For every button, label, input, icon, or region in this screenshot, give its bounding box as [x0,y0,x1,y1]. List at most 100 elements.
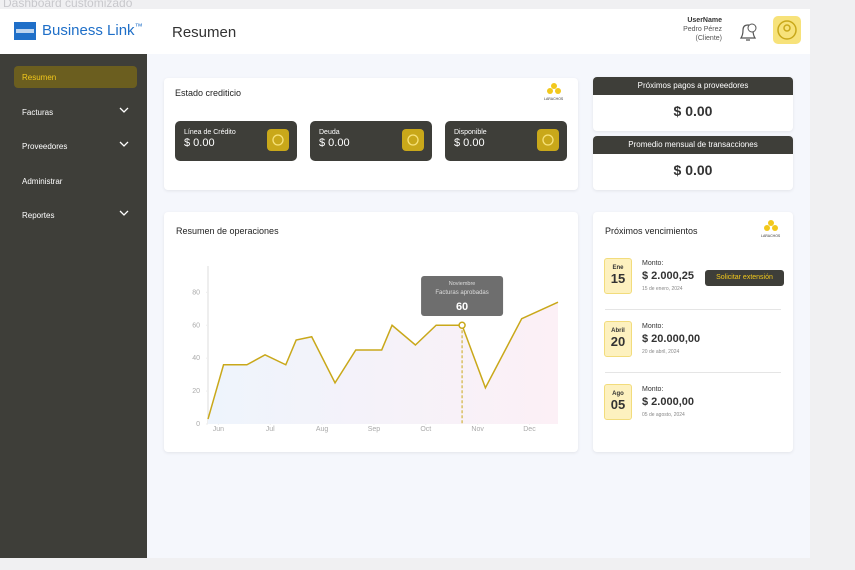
amount: $ 20.000,00 [642,333,701,345]
nav-item[interactable]: Reportes [14,204,137,226]
brand-logo [14,22,36,40]
x-tick-label: Dec [523,426,536,433]
x-tick-label: Sep [368,426,381,433]
credit-label: Disponible [454,129,487,136]
y-tick-label: 0 [196,421,200,428]
nav-item[interactable]: Facturas [14,101,137,123]
summary-value: $ 0.00 [673,162,713,178]
due-month: Abril [611,328,625,334]
page-caption: Dashboard customizado [3,0,133,10]
credit-value: $ 0.00 [454,137,485,149]
x-tick-label: Nov [471,426,484,433]
amount-label: Monto: [642,323,664,330]
nav-chevron [119,209,129,219]
chart-title: Resumen de operaciones [176,226,279,236]
due-card: Próximos vencimientos LARACHOS Ene 15 Mont… [593,212,793,452]
brand-name: Business Link [42,22,135,39]
summary-card: Promedio mensual de transacciones $ 0.00 [593,136,793,190]
due-date: 05 de agosto, 2024 [642,412,685,418]
due-month: Ago [612,391,624,397]
credit-label: Línea de Crédito [184,129,236,136]
icon [272,134,284,146]
icon [407,134,419,146]
logo-icon [546,83,561,94]
brand: Business Link™ [42,22,143,39]
credit-box: Línea de Crédito $ 0.00 [175,121,297,161]
nav-label: Administrar [22,176,63,186]
date-box: Ago 05 [604,384,632,420]
user-full-name: Pedro Pérez [683,26,722,33]
logo-text: LARACHOS [761,234,781,238]
due-date: 20 de abril, 2024 [642,349,680,355]
y-tick-label: 40 [192,355,200,362]
separator [605,372,781,373]
chevron [119,210,129,216]
credit-box: Deuda $ 0.00 [310,121,432,161]
x-tick-label: Jul [266,426,275,433]
date-box: Abril 20 [604,321,632,357]
x-tick-label: Aug [316,426,329,433]
credit-value: $ 0.00 [184,137,215,149]
chart: Resumen de operaciones 0 20 40 60 80 Jun Jul Au… [176,226,559,433]
nav-item[interactable]: Administrar [14,170,137,192]
credit-icon [267,129,289,151]
tooltip-label: Facturas aprobadas [435,290,488,296]
separator [605,309,781,310]
sidebar: Resumen Facturas Proveedores Administrar Rep… [0,54,147,558]
logo: LARACHOS [761,219,780,238]
main: Estado crediticio LARACHOS Línea de Créd… [147,54,810,558]
due-day: 20 [610,334,626,349]
line [207,301,559,420]
tooltip-title: Noviembre [449,281,476,287]
icon [542,134,554,146]
y-tick-label: 60 [192,322,200,329]
y-tick-label: 80 [192,289,200,296]
nav-label: Proveedores [22,142,68,151]
credit-icon [402,129,424,151]
user-name: UserName [687,17,722,24]
user-avatar[interactable] [773,16,801,44]
logo-text: LARACHOS [544,97,564,101]
nav-chevron [119,106,129,116]
nav-item[interactable]: Proveedores [14,135,137,157]
user-role: (Cliente) [695,35,722,42]
due-title: Próximos vencimientos [605,226,698,236]
credit-card: Estado crediticio LARACHOS Línea de Créd… [164,78,578,190]
tooltip-value: 60 [456,301,468,313]
nav-label: Reportes [22,211,55,220]
y-tick-label: 20 [192,388,200,395]
nav-label: Resumen [22,73,57,82]
chart-card: Resumen de operaciones 0 20 40 60 80 Jun Jul Au… [164,212,578,452]
amount-label: Monto: [642,260,664,267]
chevron [119,107,129,113]
amount: $ 2.000,00 [642,396,694,408]
chevron [119,141,129,147]
notifications[interactable] [737,21,759,43]
hover-point [458,321,466,329]
logo-icon [763,220,778,231]
area [208,302,558,424]
summary-value: $ 0.00 [673,103,713,119]
header: Business Link™ Resumen UserName Pedro Pé… [0,9,810,54]
page-title: Resumen [172,24,237,41]
user-info: UserName Pedro Pérez (Cliente) [683,16,722,43]
amount-label: Monto: [642,386,664,393]
nav-label: Facturas [22,107,54,117]
brand-mark: ™ [134,22,143,31]
tooltip [421,276,504,316]
credit-icon [537,129,559,151]
x-tick-label: Jun [213,426,224,433]
logo: LARACHOS [544,82,563,101]
nav-item[interactable]: Resumen [14,66,137,88]
summary-title: Promedio mensual de transacciones [593,136,793,154]
credit-title: Estado crediticio [175,88,242,98]
due-month: Ene [612,265,624,271]
due-day: 15 [610,271,626,286]
date-box: Ene 15 [604,258,632,294]
action-button[interactable]: Solicitar extensión [705,270,784,286]
nav-chevron [119,140,129,150]
due-day: 05 [610,397,626,412]
credit-value: $ 0.00 [319,137,350,149]
due-date: 15 de enero, 2024 [642,286,683,292]
